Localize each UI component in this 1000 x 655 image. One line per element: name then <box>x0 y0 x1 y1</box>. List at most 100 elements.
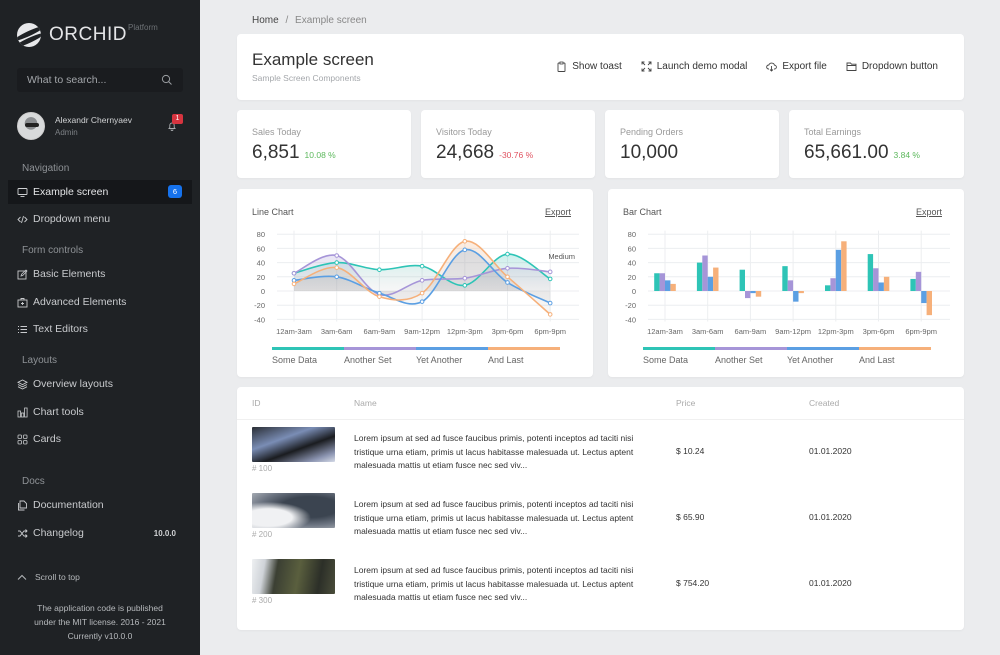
line-chart: 80 60 40 20 0 -20 -40 12am-3am 3am-6am 6am-9am 9am… <box>254 230 579 336</box>
legend-item[interactable]: Some Data <box>272 347 344 365</box>
chart-title: Line Chart <box>252 207 294 217</box>
table-row[interactable]: # 300 Lorem ipsum at sed ad fusce faucib… <box>237 551 964 617</box>
chart-legend: Some Data Another Set Yet Another And La… <box>272 347 560 365</box>
row-price: $ 10.24 <box>676 446 705 456</box>
legend-item[interactable]: And Last <box>488 347 560 365</box>
footer-line-1: The application code is published <box>37 603 163 613</box>
export-link[interactable]: Export <box>915 207 942 217</box>
folder-icon <box>846 62 857 71</box>
breadcrumb: Home / Example screen <box>252 15 367 26</box>
search-input[interactable]: What to search... <box>17 68 183 92</box>
svg-text:20: 20 <box>628 273 636 282</box>
table-row[interactable]: # 100 Lorem ipsum at sed ad fusce faucib… <box>237 419 964 485</box>
launch-demo-modal-button[interactable]: Launch demo modal <box>641 61 747 72</box>
svg-text:20: 20 <box>257 273 265 282</box>
row-created: 01.01.2020 <box>809 578 852 588</box>
stat-card-pending-orders: Pending Orders 10,000 <box>605 110 779 178</box>
sidebar-item-basic-elements[interactable]: Basic Elements <box>8 262 192 286</box>
dropdown-button-label: Dropdown button <box>861 61 938 72</box>
sidebar-item-cards[interactable]: Cards <box>8 427 192 451</box>
svg-text:80: 80 <box>628 230 636 239</box>
legend-item[interactable]: Another Set <box>344 347 416 365</box>
row-id: # 300 <box>252 596 273 605</box>
export-link[interactable]: Export <box>544 207 571 217</box>
svg-text:6pm-9pm: 6pm-9pm <box>905 327 937 336</box>
legend-item[interactable]: Yet Another <box>416 347 488 365</box>
svg-text:60: 60 <box>257 244 265 253</box>
stat-label: Visitors Today <box>436 127 492 137</box>
show-toast-button[interactable]: Show toast <box>556 61 622 72</box>
svg-text:-40: -40 <box>625 315 636 324</box>
sidebar-item-label: Overview layouts <box>33 378 113 390</box>
stat-value: 65,661.00 <box>804 142 889 163</box>
edit-icon <box>17 268 28 279</box>
chevron-up-icon <box>17 574 27 580</box>
brand[interactable]: ORCHID Platform <box>17 23 158 47</box>
sidebar-item-label: Documentation <box>33 499 104 511</box>
user-role: Admin <box>55 128 78 137</box>
table-header-divider <box>237 419 964 420</box>
bar-chart: 80 60 40 20 0 -20 -40 12am-3am 3am-6am 6am-9am 9am… <box>625 230 950 336</box>
stat-delta: -30.76 % <box>499 150 534 160</box>
legend-item[interactable]: Some Data <box>643 347 715 365</box>
svg-text:60: 60 <box>628 244 636 253</box>
brand-sub: Platform <box>128 23 158 32</box>
user-profile[interactable]: Alexandr Chernyaev Admin 1 <box>17 112 183 140</box>
stat-card-visitors-today: Visitors Today 24,668 -30.76 % <box>421 110 595 178</box>
stat-delta: 10.08 % <box>304 150 336 160</box>
sidebar-item-label: Dropdown menu <box>33 213 111 225</box>
sidebar-item-documentation[interactable]: Documentation <box>8 493 192 517</box>
export-file-button[interactable]: Export file <box>766 61 827 72</box>
stat-delta: 3.84 % <box>893 150 920 160</box>
legend-item[interactable]: And Last <box>859 347 931 365</box>
stat-value: 10,000 <box>620 142 679 163</box>
svg-text:12am-3am: 12am-3am <box>647 327 683 336</box>
stat-value: 24,668 <box>436 142 495 163</box>
row-created: 01.01.2020 <box>809 512 852 522</box>
cloud-download-icon <box>766 62 778 72</box>
monitor-icon <box>17 187 28 197</box>
sidebar-item-label: Advanced Elements <box>33 296 127 308</box>
column-header-price[interactable]: Price <box>676 398 696 408</box>
svg-text:Medium: Medium <box>548 252 575 261</box>
column-header-name[interactable]: Name <box>354 398 377 408</box>
table-row[interactable]: # 200 Lorem ipsum at sed ad fusce faucib… <box>237 485 964 551</box>
svg-text:6am-9am: 6am-9am <box>364 327 396 336</box>
header-actions: Show toast Launch demo modal Export file… <box>556 61 938 72</box>
sidebar-item-label: Basic Elements <box>33 268 106 280</box>
column-header-created[interactable]: Created <box>809 398 840 408</box>
legend-item[interactable]: Another Set <box>715 347 787 365</box>
column-header-id[interactable]: ID <box>252 398 261 408</box>
svg-text:-20: -20 <box>254 301 265 310</box>
docs-icon <box>18 500 27 510</box>
sidebar-item-changelog[interactable]: Changelog 10.0.0 <box>8 521 192 545</box>
chart-title: Bar Chart <box>623 207 662 217</box>
code-icon <box>17 215 28 223</box>
sidebar-item-example-screen[interactable]: Example screen 6 <box>8 180 192 204</box>
sidebar: ORCHID Platform What to search... Alexan… <box>0 0 200 655</box>
scroll-to-top-label: Scroll to top <box>35 572 80 582</box>
svg-text:0: 0 <box>261 287 265 296</box>
sidebar-item-text-editors[interactable]: Text Editors <box>8 317 192 341</box>
svg-text:12pm-3pm: 12pm-3pm <box>818 327 854 336</box>
user-name: Alexandr Chernyaev <box>55 115 133 125</box>
scroll-to-top-button[interactable]: Scroll to top <box>17 572 80 582</box>
row-id: # 100 <box>252 464 273 473</box>
breadcrumb-separator: / <box>285 15 289 26</box>
sidebar-item-overview-layouts[interactable]: Overview layouts <box>8 372 192 396</box>
sidebar-item-dropdown-menu[interactable]: Dropdown menu <box>8 207 192 231</box>
avatar <box>17 112 45 140</box>
breadcrumb-home[interactable]: Home <box>252 15 279 26</box>
layers-icon <box>17 378 28 390</box>
orchid-logo-icon <box>17 23 41 47</box>
search-placeholder: What to search... <box>27 74 107 86</box>
dropdown-button[interactable]: Dropdown button <box>846 61 938 72</box>
svg-text:-20: -20 <box>625 301 636 310</box>
svg-text:3pm-6pm: 3pm-6pm <box>492 327 524 336</box>
sidebar-item-advanced-elements[interactable]: Advanced Elements <box>8 290 192 314</box>
bar-chart-card: 80 60 40 20 0 -20 -40 12am-3am 3am-6am 6am-9am 9am… <box>608 189 964 377</box>
legend-item[interactable]: Yet Another <box>787 347 859 365</box>
svg-text:6am-9am: 6am-9am <box>735 327 767 336</box>
row-created: 01.01.2020 <box>809 446 852 456</box>
sidebar-item-chart-tools[interactable]: Chart tools <box>8 400 192 424</box>
